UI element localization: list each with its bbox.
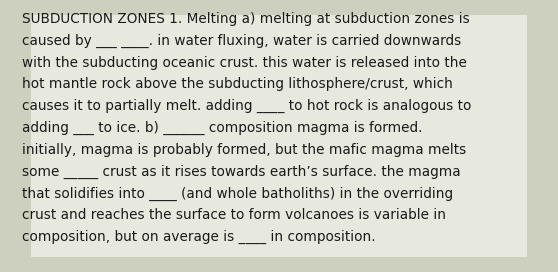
Text: some _____ crust as it rises towards earth’s surface. the magma: some _____ crust as it rises towards ear… <box>22 165 460 179</box>
Text: caused by ___ ____. in water fluxing, water is carried downwards: caused by ___ ____. in water fluxing, wa… <box>22 34 461 48</box>
Text: with the subducting oceanic crust. this water is released into the: with the subducting oceanic crust. this … <box>22 55 467 70</box>
Text: adding ___ to ice. b) ______ composition magma is formed.: adding ___ to ice. b) ______ composition… <box>22 121 422 135</box>
Text: that solidifies into ____ (and whole batholiths) in the overriding: that solidifies into ____ (and whole bat… <box>22 186 453 200</box>
Text: composition, but on average is ____ in composition.: composition, but on average is ____ in c… <box>22 230 376 244</box>
Text: crust and reaches the surface to form volcanoes is variable in: crust and reaches the surface to form vo… <box>22 208 446 222</box>
Text: SUBDUCTION ZONES 1. Melting a) melting at subduction zones is: SUBDUCTION ZONES 1. Melting a) melting a… <box>22 12 470 26</box>
Text: hot mantle rock above the subducting lithosphere/crust, which: hot mantle rock above the subducting lit… <box>22 78 453 91</box>
Text: causes it to partially melt. adding ____ to hot rock is analogous to: causes it to partially melt. adding ____… <box>22 99 472 113</box>
Text: initially, magma is probably formed, but the mafic magma melts: initially, magma is probably formed, but… <box>22 143 466 157</box>
